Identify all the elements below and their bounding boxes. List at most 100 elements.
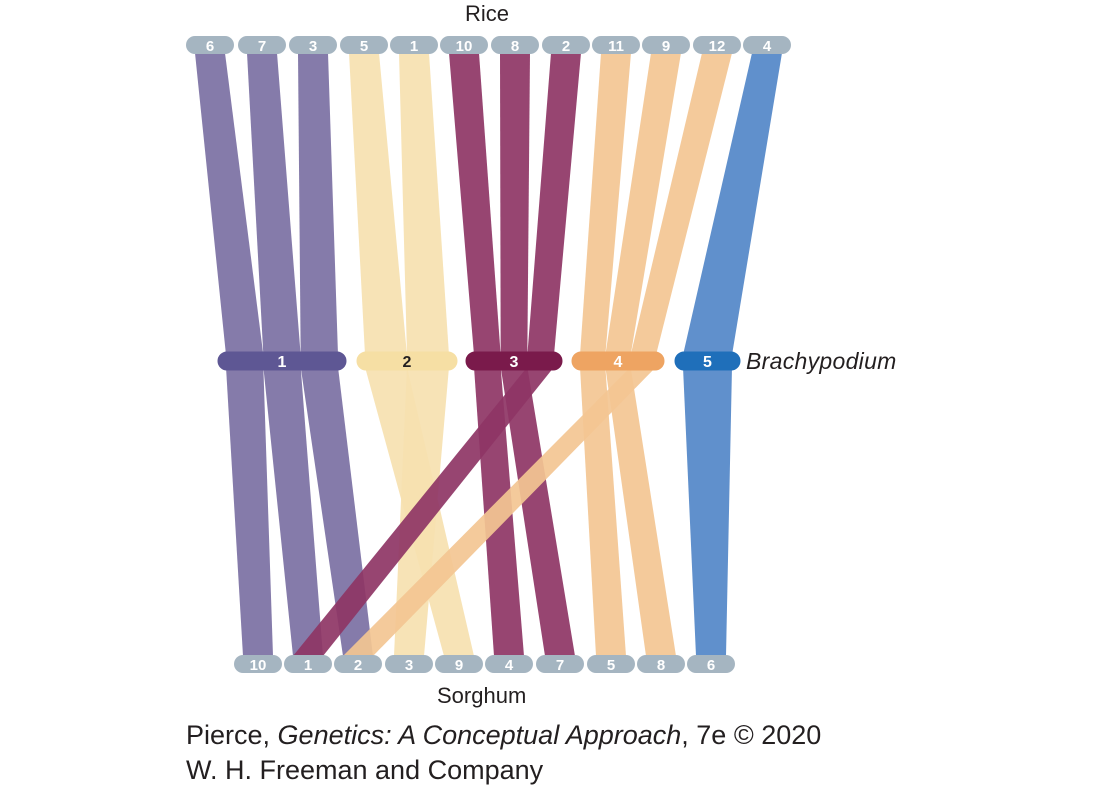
rice-to-brachypodium-band [630,53,732,355]
sorghum-chromosome-10: 10 [234,655,282,674]
rice-to-brachypodium-band [527,53,581,355]
rice-chromosome-3: 3 [289,36,337,55]
credit-text: Pierce, Genetics: A Conceptual Approach,… [186,718,821,788]
brachypodium-chromosome-row: 1 2 3 4 5 [217,351,741,371]
chromosome-pill [491,36,539,54]
synteny-band-2 [247,53,323,656]
credit-edition: , 7e © 2020 [681,720,822,750]
chromosome-number: 11 [608,38,624,55]
rice-to-brachypodium-band [580,53,631,355]
chromosome-number: 4 [505,657,514,674]
rice-to-brachypodium-band [195,53,264,355]
brachypodium-to-sorghum-band [293,367,554,656]
brachypodium-chromosome-3: 3 [465,351,563,371]
chromosome-number: 2 [354,657,362,674]
synteny-band-8 [293,53,581,656]
rice-to-brachypodium-band [605,53,681,355]
sorghum-chromosome-6: 6 [687,655,735,674]
credit-line-1: Pierce, Genetics: A Conceptual Approach,… [186,718,821,753]
sorghum-chromosome-5: 5 [587,655,635,674]
chromosome-number: 4 [763,38,772,55]
rice-to-brachypodium-band [349,53,407,355]
rice-chromosome-10: 10 [440,36,488,55]
chromosome-pill [334,655,382,673]
chromosome-pill [637,655,685,673]
rice-to-brachypodium-band [500,53,530,355]
credit-book-title: Genetics: A Conceptual Approach [277,720,682,750]
chromosome-number: 7 [556,657,564,674]
chromosome-number: 2 [562,38,570,55]
sorghum-chromosome-4: 4 [485,655,533,674]
chromosome-pill [592,36,640,54]
chromosome-number: 12 [709,38,726,55]
rice-to-brachypodium-band [683,53,782,355]
chromosome-pill [238,36,286,54]
sorghum-label: Sorghum [437,683,527,708]
chromosome-number: 6 [707,657,715,674]
chromosome-number: 7 [258,38,266,55]
chromosome-number: 5 [703,354,712,371]
brachypodium-chromosome-4: 4 [571,351,665,371]
chromosome-number: 9 [455,657,463,674]
synteny-band-10 [605,53,681,656]
brachypodium-to-sorghum-band [683,367,732,656]
rice-chromosome-1: 1 [390,36,438,55]
sorghum-chromosome-3: 3 [385,655,433,674]
sorghum-chromosome-9: 9 [435,655,483,674]
chromosome-pill [284,655,332,673]
brachypodium-to-sorghum-band [343,367,656,656]
synteny-band-11 [343,53,732,656]
chromosome-bar [571,351,665,371]
credit-line-2: W. H. Freeman and Company [186,755,544,785]
synteny-bands [195,53,782,656]
chromosome-pill [440,36,488,54]
rice-chromosome-11: 11 [592,36,640,55]
sorghum-chromosome-8: 8 [637,655,685,674]
sorghum-chromosome-7: 7 [536,655,584,674]
credit-author: Pierce, [186,720,278,750]
chromosome-number: 6 [206,38,214,55]
rice-to-brachypodium-band [449,53,501,355]
brachypodium-to-sorghum-band [500,367,575,656]
chromosome-pill [390,36,438,54]
brachypodium-chromosome-5: 5 [674,351,741,371]
chromosome-number: 3 [510,354,519,371]
chromosome-pill [536,655,584,673]
chromosome-bar [217,351,347,371]
chromosome-number: 1 [410,38,418,55]
chromosome-pill [435,655,483,673]
chromosome-bar [674,351,741,371]
chromosome-number: 3 [405,657,413,674]
chromosome-number: 8 [511,38,519,55]
sorghum-chromosome-row: 10 1 2 3 9 4 7 5 8 6 [234,655,735,674]
sorghum-chromosome-2: 2 [334,655,382,674]
synteny-band-12 [683,53,782,656]
brachypodium-chromosome-1: 1 [217,351,347,371]
chromosome-number: 9 [662,38,670,55]
chromosome-number: 1 [278,354,287,371]
chromosome-pill [693,36,741,54]
brachypodium-chromosome-2: 2 [356,351,458,371]
chromosome-number: 5 [607,657,615,674]
chromosome-pill [186,36,234,54]
chromosome-pill [687,655,735,673]
chromosome-pill [289,36,337,54]
rice-chromosome-2: 2 [542,36,590,55]
rice-chromosome-8: 8 [491,36,539,55]
chromosome-pill [743,36,791,54]
chromosome-pill [587,655,635,673]
chromosome-number: 3 [309,38,317,55]
rice-chromosome-4: 4 [743,36,791,55]
chromosome-bar [465,351,563,371]
synteny-band-1 [195,53,273,656]
brachypodium-to-sorghum-band [226,367,273,656]
chromosome-number: 8 [657,657,665,674]
rice-chromosome-12: 12 [693,36,741,55]
rice-chromosome-row: 6 7 3 5 1 10 8 2 11 9 12 4 [186,36,791,55]
rice-chromosome-7: 7 [238,36,286,55]
chromosome-number: 10 [250,657,267,674]
chromosome-number: 10 [456,38,473,55]
sorghum-chromosome-1: 1 [284,655,332,674]
brachypodium-to-sorghum-band [605,367,676,656]
chromosome-pill [234,655,282,673]
